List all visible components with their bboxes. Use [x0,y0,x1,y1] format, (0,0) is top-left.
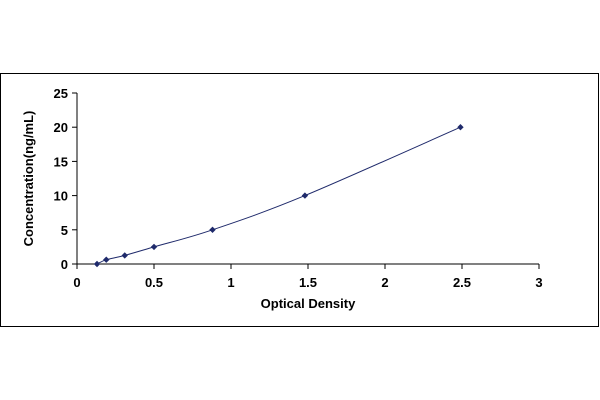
y-tick-label: 5 [61,223,68,238]
x-axis-title: Optical Density [261,296,356,311]
y-tick-label: 0 [61,257,68,272]
data-point [301,192,309,199]
x-ticks: 0 0.5 1 1.5 2 2.5 3 [73,264,543,290]
x-tick-label: 1.5 [299,275,317,290]
x-tick-label: 2 [381,275,388,290]
data-point [457,124,464,131]
y-tick-label: 25 [54,86,68,101]
data-point [209,226,216,233]
axes [76,93,539,265]
data-point [150,243,158,251]
data-points [93,124,464,268]
x-tick-label: 1 [227,275,234,290]
y-tick-label: 20 [54,120,68,135]
x-tick-label: 0 [73,275,80,290]
data-point [103,256,110,263]
data-point [121,252,128,259]
y-tick-label: 10 [54,189,68,204]
x-tick-label: 2.5 [453,275,471,290]
y-tick-label: 15 [54,154,68,169]
x-tick-label: 3 [535,275,542,290]
x-tick-label: 0.5 [145,275,163,290]
y-axis-title: Concentration(ng/mL) [21,111,36,247]
chart-frame: 0 5 10 15 20 25 0 0.5 1 1.5 2 2.5 3 Optical Density… [0,73,599,327]
data-point [93,260,101,268]
chart: 0 5 10 15 20 25 0 0.5 1 1.5 2 2.5 3 Optical Density… [21,86,543,311]
y-ticks: 0 5 10 15 20 25 [54,86,77,272]
trend-line [96,126,461,265]
